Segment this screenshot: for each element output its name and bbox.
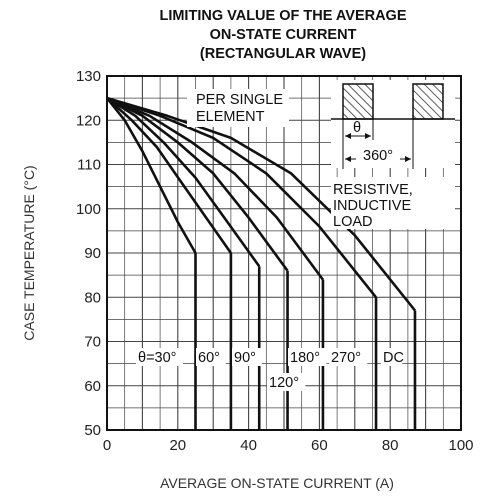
curve-90	[106, 96, 261, 268]
curve-label: 60°	[198, 350, 220, 366]
chart-title-line-1: LIMITING VALUE OF THE AVERAGE	[159, 8, 406, 24]
waveform-pulse-2	[412, 83, 444, 120]
y-tick-label: 100	[76, 201, 101, 218]
curve-120	[106, 96, 289, 272]
curve-label-bg	[136, 348, 183, 366]
load-label-line-2: INDUCTIVE	[333, 198, 411, 214]
theta-arrow-head-right	[365, 133, 371, 139]
y-tick-label: 90	[84, 245, 101, 262]
plot-frame	[106, 75, 462, 431]
x-tick-label: 0	[103, 437, 111, 454]
curve-labels: θ=30° 60° 90° 120° 180° 270° DC	[136, 348, 404, 391]
y-tick-label: 120	[76, 112, 101, 129]
curve-label-bg	[232, 348, 262, 366]
x-tick-label: 100	[448, 437, 473, 454]
load-label-line-3: LOAD	[333, 214, 373, 230]
curve-label: 270°	[331, 350, 361, 366]
element-label-line-1: PER SINGLE	[196, 92, 283, 108]
curve-label-bg	[381, 348, 403, 366]
waveform-period-label: 360°	[363, 148, 393, 164]
load-label-box	[331, 177, 455, 229]
curve-label: 120°	[269, 375, 299, 391]
curve-180	[106, 96, 324, 281]
element-label-box	[187, 89, 289, 127]
curve-DC	[106, 96, 417, 312]
y-tick-label: 50	[84, 422, 101, 439]
period-label-bg	[356, 145, 400, 163]
curve-label: DC	[383, 350, 404, 366]
y-tick-label: 80	[84, 289, 101, 306]
waveform-pulse-1	[342, 83, 374, 120]
curve-270	[106, 96, 378, 299]
x-axis-label: AVERAGE ON-STATE CURRENT (A)	[160, 475, 394, 491]
waveform-theta-label: θ	[353, 120, 361, 136]
element-label-line-2: ELEMENT	[196, 109, 265, 125]
y-tick-label: 70	[84, 334, 101, 351]
x-tick-label: 80	[382, 437, 399, 454]
curves	[105, 96, 417, 312]
curve-label-bg	[329, 348, 368, 366]
curve-label-bg	[288, 348, 327, 366]
chart-title-line-2: ON-STATE CURRENT	[210, 27, 357, 43]
y-tick-label: 110	[77, 157, 101, 174]
curve-label: 180°	[290, 350, 320, 366]
chart-title-line-3: (RECTANGULAR WAVE)	[200, 46, 366, 62]
curve-label-bg	[267, 373, 306, 391]
load-label-line-1: RESISTIVE,	[333, 182, 413, 198]
x-tick-label: 20	[169, 437, 186, 454]
y-tick-label: 60	[84, 378, 101, 395]
x-tick-label: 40	[240, 437, 257, 454]
period-arrow-head-left	[345, 156, 351, 162]
curve-label: θ=30°	[138, 350, 176, 366]
theta-arrow-head-left	[345, 133, 351, 139]
curve-label-bg	[196, 348, 226, 366]
curve-30	[105, 97, 197, 254]
curve-label: 90°	[234, 350, 256, 366]
y-tick-label: 130	[76, 68, 101, 85]
axis-ticks: 0 20 40 60 80 100 50 60 70 80 90 100 110 120 130	[76, 68, 474, 454]
x-tick-label: 60	[311, 437, 328, 454]
period-arrow-head-right	[405, 156, 411, 162]
y-axis-label: CASE TEMPERATURE (°C)	[21, 165, 37, 340]
curve-60	[106, 97, 232, 254]
